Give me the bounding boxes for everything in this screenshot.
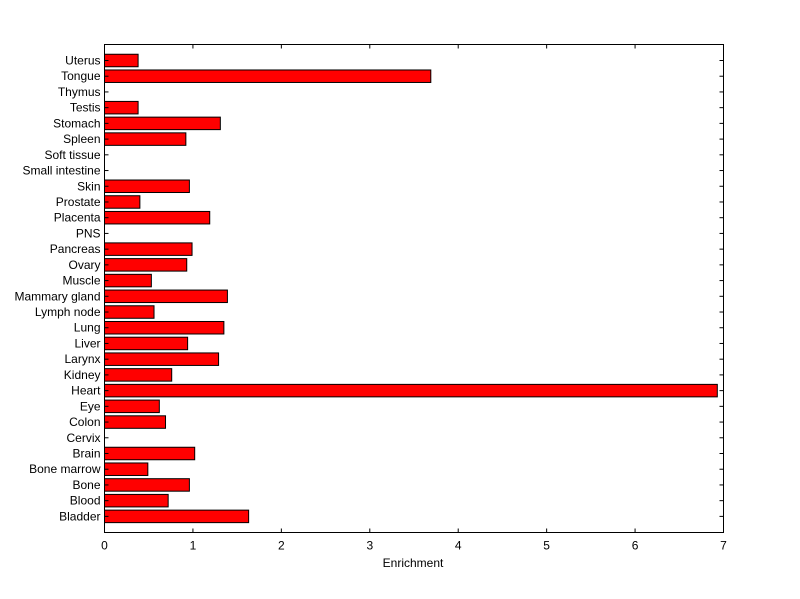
x-tick-label-2: 2: [278, 539, 285, 553]
y-tick-label-blood: Blood: [70, 494, 101, 508]
x-axis-label: Enrichment: [383, 556, 444, 570]
bar-liver: [104, 336, 189, 351]
y-tick-label-larynx: Larynx: [64, 352, 100, 366]
bar-muscle: [104, 273, 152, 288]
y-tick-label-mammary-gland: Mammary gland: [14, 289, 100, 303]
y-tick-label-heart: Heart: [71, 384, 101, 398]
bar-lymph-node: [104, 305, 155, 319]
bar-skin: [104, 179, 190, 194]
bar-spleen: [104, 132, 187, 146]
bar-stomach: [104, 116, 221, 131]
bar-testis: [104, 100, 139, 115]
y-tick-label-brain: Brain: [72, 447, 100, 461]
y-tick-label-soft-tissue: Soft tissue: [44, 148, 100, 162]
y-tick-label-liver: Liver: [74, 336, 100, 350]
bar-placenta: [104, 210, 211, 225]
plot-frame: [104, 44, 724, 533]
bar-colon: [104, 415, 167, 429]
bar-heart: [104, 383, 718, 398]
y-tick-label-small-intestine: Small intestine: [22, 164, 100, 178]
y-tick-label-testis: Testis: [70, 101, 101, 115]
bar-eye: [104, 399, 160, 414]
y-tick-label-tongue: Tongue: [61, 69, 101, 83]
y-tick-label-spleen: Spleen: [63, 132, 100, 146]
x-tick-label-0: 0: [101, 539, 108, 553]
bar-bone-marrow: [104, 462, 149, 476]
bar-mammary-gland: [104, 289, 228, 304]
x-tick-label-3: 3: [366, 539, 373, 553]
bar-tongue: [104, 69, 432, 83]
bars: [104, 53, 718, 524]
y-tick-label-ovary: Ovary: [68, 258, 100, 272]
bar-brain: [104, 446, 196, 461]
y-tick-label-pancreas: Pancreas: [50, 242, 101, 256]
x-tick-labels: 0 1 2 3 4 5 6 7: [101, 539, 727, 553]
y-tick-label-thymus: Thymus: [58, 85, 101, 99]
y-tick-label-stomach: Stomach: [53, 116, 100, 130]
bar-larynx: [104, 352, 220, 366]
y-tick-label-placenta: Placenta: [54, 211, 101, 225]
bar-pancreas: [104, 242, 193, 256]
y-tick-label-kidney: Kidney: [64, 368, 101, 382]
x-tick-label-5: 5: [543, 539, 550, 553]
y-tick-label-lung: Lung: [74, 321, 101, 335]
x-tick-label-4: 4: [455, 539, 462, 553]
x-tick-label-6: 6: [632, 539, 639, 553]
y-tick-label-prostate: Prostate: [56, 195, 101, 209]
bar-bladder: [104, 509, 250, 524]
y-tick-label-bone-marrow: Bone marrow: [29, 462, 101, 476]
y-tick-label-bladder: Bladder: [59, 509, 100, 523]
y-tick-label-lymph-node: Lymph node: [35, 305, 101, 319]
bar-lung: [104, 320, 225, 335]
y-tick-label-muscle: Muscle: [62, 274, 100, 288]
y-tick-label-cervix: Cervix: [66, 431, 100, 445]
bar-bone: [104, 478, 190, 492]
y-tick-label-eye: Eye: [80, 399, 101, 413]
bar-prostate: [104, 195, 141, 209]
bar-ovary: [104, 258, 188, 272]
bar-uterus: [104, 53, 139, 68]
y-tick-label-skin: Skin: [77, 179, 100, 193]
y-tick-label-pns: PNS: [76, 226, 101, 240]
y-tick-label-colon: Colon: [69, 415, 100, 429]
y-tick-label-bone: Bone: [72, 478, 100, 492]
x-tick-label-1: 1: [190, 539, 197, 553]
x-tick-label-7: 7: [720, 539, 727, 553]
bar-kidney: [104, 368, 173, 382]
y-tick-label-uterus: Uterus: [65, 54, 100, 68]
bar-blood: [104, 493, 169, 508]
